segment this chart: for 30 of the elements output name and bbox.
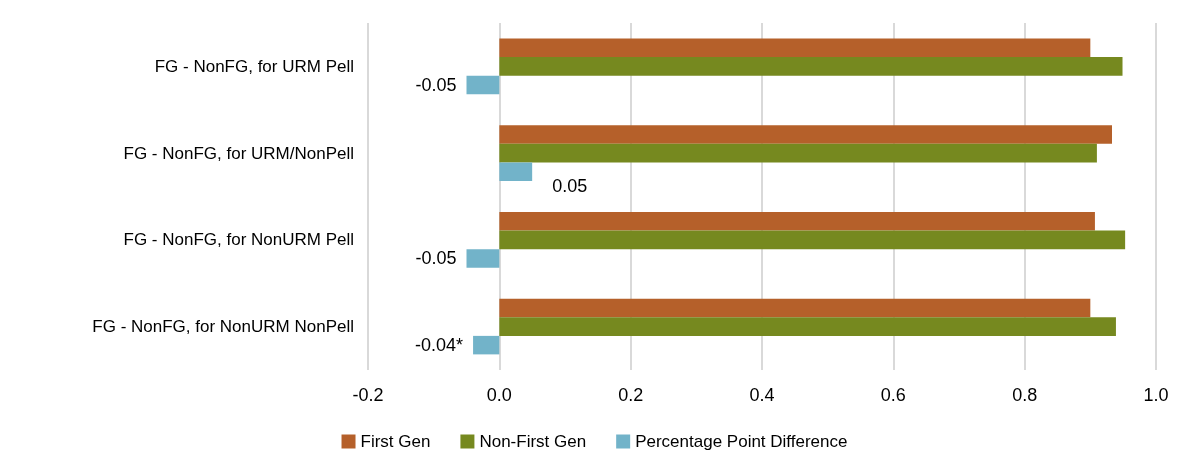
bar	[499, 212, 1095, 231]
legend-label: First Gen	[360, 432, 431, 451]
y-tick-label: FG - NonFG, for URM/NonPell	[123, 143, 354, 163]
data-label: 0.05	[552, 175, 588, 196]
bar	[473, 335, 500, 355]
x-tick-label: 1.0	[1143, 385, 1169, 405]
bar	[466, 75, 500, 95]
x-tick-label: -0.2	[352, 385, 384, 405]
x-tick-label: 0.0	[486, 385, 512, 405]
legend-label: Percentage Point Difference	[635, 432, 848, 451]
x-tick-label: 0.2	[618, 385, 644, 405]
y-tick-label: FG - NonFG, for NonURM Pell	[123, 230, 354, 250]
x-tick-label: 0.4	[749, 385, 775, 405]
y-tick-label: FG - NonFG, for NonURM NonPell	[92, 317, 354, 337]
x-tick-label: 0.6	[880, 385, 906, 405]
legend-label: Non-First Gen	[479, 432, 587, 451]
bar	[499, 143, 1097, 163]
bar	[499, 38, 1091, 58]
data-label: -0.04*	[415, 335, 464, 356]
bar	[499, 230, 1126, 250]
bar	[499, 57, 1123, 76]
data-label: -0.05	[415, 74, 457, 95]
data-label: -0.05	[415, 248, 457, 269]
y-tick-label: FG - NonFG, for URM Pell	[154, 56, 354, 76]
bar	[499, 162, 533, 181]
bar	[499, 298, 1091, 318]
x-tick-label: 0.8	[1012, 385, 1038, 405]
bar	[499, 125, 1112, 144]
bar	[466, 249, 500, 268]
bar	[499, 317, 1116, 336]
